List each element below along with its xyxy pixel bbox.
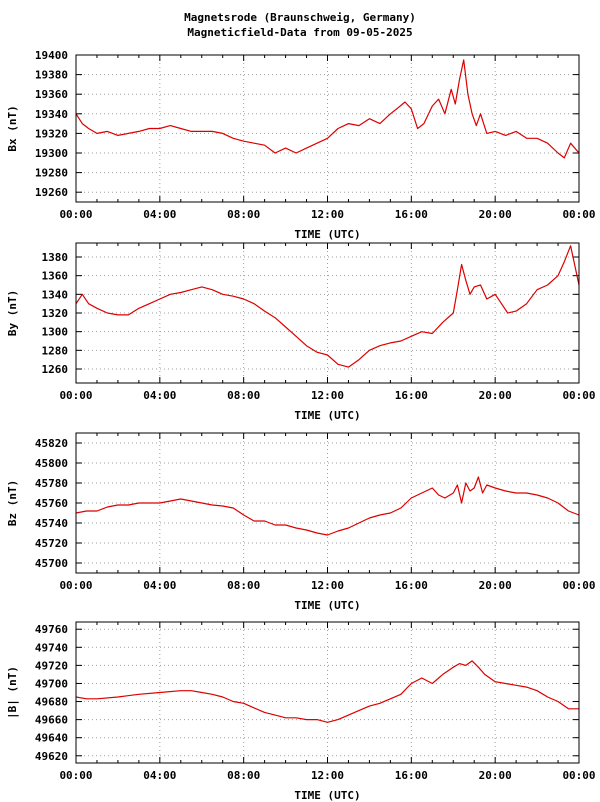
- bx-x-tick-label: 04:00: [143, 208, 176, 221]
- by-x-tick-label: 00:00: [59, 389, 92, 402]
- btotal-x-tick-label: 00:00: [562, 769, 595, 782]
- bz-y-axis-label: Bz (nT): [6, 480, 19, 526]
- by-plot-frame: [75, 242, 580, 384]
- bx-y-tick-label: 19380: [35, 69, 68, 82]
- bx-y-tick-label: 19400: [35, 49, 68, 62]
- chart-panel-bx: 19260 19280 19300 19320 19340 19360 19380 19400…: [6, 49, 596, 241]
- by-y-tick-label: 1360: [42, 270, 69, 283]
- bx-x-axis-label: TIME (UTC): [294, 228, 360, 241]
- btotal-y-axis-label: |B| (nT): [6, 666, 19, 719]
- bz-x-tick-label: 16:00: [395, 579, 428, 592]
- chart-panel-bz: 45700 45720 45740 45760 45780 45800 45820 00:00…: [6, 432, 596, 612]
- bx-y-tick-label: 19360: [35, 88, 68, 101]
- btotal-x-tick-label: 12:00: [311, 769, 344, 782]
- btotal-x-axis-label: TIME (UTC): [294, 789, 360, 802]
- by-series-line: [75, 245, 580, 368]
- bz-y-tick-label: 45780: [35, 477, 68, 490]
- bz-y-tick-label: 45820: [35, 437, 68, 450]
- by-x-tick-label: 12:00: [311, 389, 344, 402]
- bx-y-axis-label: Bx (nT): [6, 105, 19, 151]
- bx-x-tick-label: 08:00: [227, 208, 260, 221]
- btotal-y-tick-label: 49740: [35, 641, 68, 654]
- chart-title-line-1: Magnetsrode (Braunschweig, Germany): [184, 11, 416, 24]
- bz-plot-frame: [75, 432, 580, 574]
- btotal-y-tick-label: 49640: [35, 732, 68, 745]
- bz-x-tick-label: 00:00: [59, 579, 92, 592]
- btotal-x-tick-label: 16:00: [395, 769, 428, 782]
- bx-y-tick-label: 19260: [35, 186, 68, 199]
- bx-y-tick-label: 19280: [35, 167, 68, 180]
- chart-panel-by: 1260 1280 1300 1320 1340 1360 1380 00:00 04:00 08…: [6, 242, 596, 422]
- by-x-tick-label: 16:00: [395, 389, 428, 402]
- bz-y-tick-label: 45720: [35, 537, 68, 550]
- btotal-y-tick-label: 49620: [35, 750, 68, 763]
- by-x-tick-label: 00:00: [562, 389, 595, 402]
- bz-x-tick-label: 20:00: [479, 579, 512, 592]
- btotal-plot-frame: [75, 621, 580, 764]
- by-y-tick-label: 1320: [42, 307, 69, 320]
- by-y-tick-label: 1300: [42, 326, 69, 339]
- bz-y-tick-label: 45800: [35, 457, 68, 470]
- btotal-x-tick-label: 08:00: [227, 769, 260, 782]
- bx-x-tick-label: 12:00: [311, 208, 344, 221]
- chart-panel-btotal: 49620 49640 49660 49680 49700 49720 49740 49760…: [6, 621, 596, 802]
- bx-x-tick-label: 16:00: [395, 208, 428, 221]
- bz-x-tick-label: 08:00: [227, 579, 260, 592]
- chart-title-line-2: Magneticfield-Data from 09-05-2025: [187, 26, 413, 39]
- by-x-axis-label: TIME (UTC): [294, 409, 360, 422]
- by-x-tick-label: 20:00: [479, 389, 512, 402]
- by-y-tick-label: 1340: [42, 288, 69, 301]
- bx-y-tick-label: 19300: [35, 147, 68, 160]
- btotal-x-tick-label: 04:00: [143, 769, 176, 782]
- btotal-y-tick-label: 49680: [35, 696, 68, 709]
- btotal-y-tick-label: 49700: [35, 677, 68, 690]
- by-y-tick-label: 1280: [42, 344, 69, 357]
- by-y-tick-label: 1260: [42, 363, 69, 376]
- bx-x-tick-label: 20:00: [479, 208, 512, 221]
- by-x-tick-label: 04:00: [143, 389, 176, 402]
- btotal-x-tick-label: 20:00: [479, 769, 512, 782]
- btotal-y-tick-label: 49660: [35, 714, 68, 727]
- by-x-tick-label: 08:00: [227, 389, 260, 402]
- bx-plot-frame: [75, 54, 580, 203]
- bz-y-tick-label: 45700: [35, 557, 68, 570]
- btotal-y-tick-label: 49760: [35, 623, 68, 636]
- bz-y-tick-label: 45760: [35, 497, 68, 510]
- by-y-tick-label: 1380: [42, 251, 69, 264]
- bx-y-tick-label: 19320: [35, 127, 68, 140]
- by-y-axis-label: By (nT): [6, 290, 19, 336]
- btotal-series-line: [75, 660, 579, 723]
- btotal-x-tick-label: 00:00: [59, 769, 92, 782]
- bx-x-tick-label: 00:00: [59, 208, 92, 221]
- bx-x-tick-label: 00:00: [562, 208, 595, 221]
- bz-x-tick-label: 12:00: [311, 579, 344, 592]
- btotal-y-tick-label: 49720: [35, 659, 68, 672]
- bz-x-axis-label: TIME (UTC): [294, 599, 360, 612]
- bz-x-tick-label: 04:00: [143, 579, 176, 592]
- bz-y-tick-label: 45740: [35, 517, 68, 530]
- bz-series-line: [75, 476, 580, 536]
- bz-x-tick-label: 00:00: [562, 579, 595, 592]
- bx-y-tick-label: 19340: [35, 108, 68, 121]
- bx-series-line: [75, 59, 580, 159]
